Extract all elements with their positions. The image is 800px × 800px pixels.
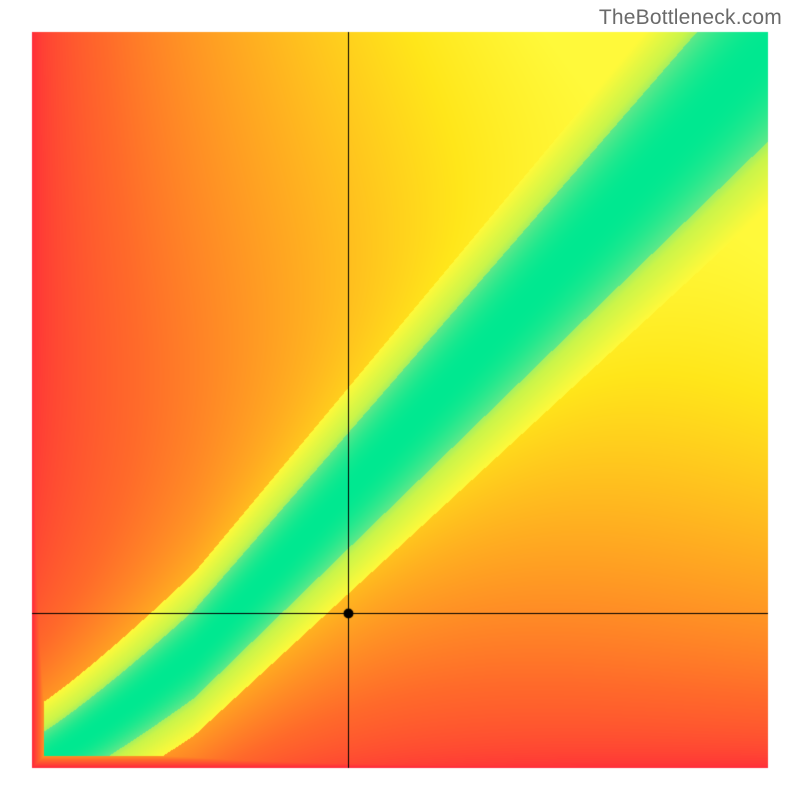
watermark-text: TheBottleneck.com: [599, 6, 782, 30]
heatmap-canvas: [0, 0, 800, 800]
chart-container: TheBottleneck.com: [0, 0, 800, 800]
